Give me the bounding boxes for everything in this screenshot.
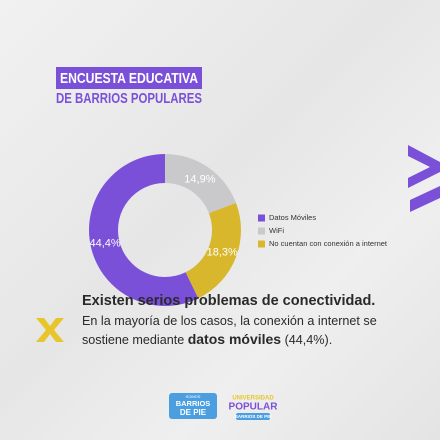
- donut-segment: [165, 154, 237, 214]
- body-text: (44,4%).: [284, 333, 333, 347]
- title-line: DE BARRIOS POPULARES: [56, 90, 202, 107]
- logo: [169, 393, 217, 419]
- donut-segment: [89, 154, 199, 306]
- legend-label: No cuentan con conexión a internet: [269, 239, 388, 248]
- body: En la mayoría de los casos, la conexión …: [82, 312, 422, 349]
- logo-text: BARRIOS DE PIE: [235, 414, 272, 419]
- legend-swatch: [258, 227, 265, 235]
- logo-text: POPULAR: [229, 402, 279, 413]
- decor-stripe: [408, 145, 440, 172]
- logo-band: [236, 413, 270, 420]
- value-label: 14,9%: [184, 173, 215, 185]
- x-icon: [36, 318, 64, 342]
- finding: Existen serios problemas de conectividad…: [82, 293, 422, 349]
- value-label: 44,4%: [89, 238, 120, 250]
- legend-swatch: [258, 240, 265, 248]
- logo-text: DE PIE: [180, 408, 207, 417]
- value-label: 18,3%: [207, 247, 238, 259]
- decor-stripe: [408, 162, 440, 188]
- legend-label: Datos Móviles: [269, 213, 316, 222]
- body-bold: datos móviles: [187, 331, 282, 347]
- logo-text: UNIVERSIDAD: [232, 396, 274, 402]
- title-line: ENCUESTA EDUCATIVA: [60, 70, 198, 87]
- title-band: [56, 67, 202, 89]
- donut-segment: [185, 202, 241, 299]
- headline: Existen serios problemas de conectividad…: [82, 293, 376, 309]
- logo-text: BARRIOS: [176, 399, 211, 408]
- legend-swatch: [258, 214, 265, 222]
- legend-label: WiFi: [269, 226, 284, 235]
- body-text: En la mayoría de los casos, la conexión …: [82, 314, 377, 347]
- logo-text: SOMOS: [186, 394, 201, 399]
- decor-stripe: [410, 186, 440, 212]
